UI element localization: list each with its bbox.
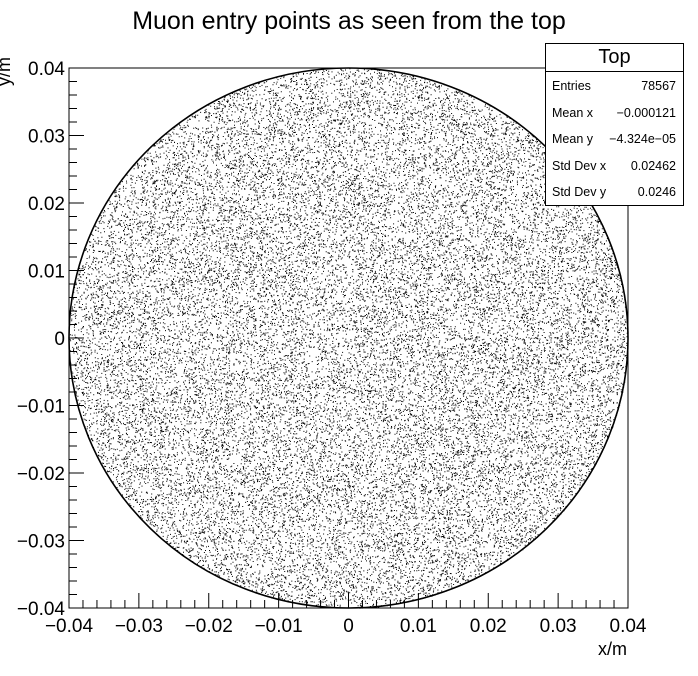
y-tick-label: 0.03 (28, 127, 65, 148)
x-tick-label: −0.03 (115, 616, 163, 637)
chart-title: Muon entry points as seen from the top (132, 7, 566, 35)
y-tick-label: −0.03 (17, 532, 65, 553)
y-axis-tick-labels: −0.04 −0.03 −0.02 −0.01 0 0.01 0.02 0.03 0.04 (17, 59, 66, 620)
x-tick-label: −0.01 (255, 616, 303, 637)
stats-value: 0.02462 (630, 158, 676, 173)
stats-label: Std Dev y (552, 185, 607, 199)
stats-box-title: Top (546, 44, 683, 72)
x-tick-label: 0.02 (470, 616, 507, 637)
stats-label: Mean x (552, 105, 593, 120)
x-tick-label: 0 (343, 616, 354, 637)
y-tick-label: −0.02 (17, 464, 65, 485)
x-tick-label: −0.04 (45, 616, 94, 637)
stats-row-mean-x: Mean x −0.000121 (546, 99, 683, 126)
stats-label: Mean y (552, 132, 593, 146)
stats-box: Top Entries 78567 Mean x −0.000121 Mean … (545, 43, 684, 206)
x-tick-label: −0.02 (185, 616, 233, 637)
y-axis-label: y/m (0, 57, 14, 86)
stats-row-stddev-y: Std Dev y 0.0246 (546, 178, 683, 205)
y-tick-label: 0 (54, 329, 65, 350)
x-axis-label: x/m (598, 639, 627, 659)
stats-row-mean-y: Mean y −4.324e−05 (546, 125, 683, 152)
stats-label: Std Dev x (552, 158, 607, 173)
x-axis-ticks (68, 593, 629, 608)
y-tick-label: −0.01 (17, 397, 65, 418)
y-tick-label: −0.04 (17, 599, 66, 620)
x-axis-tick-labels: −0.04 −0.03 −0.02 −0.01 0 0.01 0.02 0.03 0.04 (45, 616, 647, 637)
y-tick-label: 0.01 (28, 262, 65, 283)
x-tick-label: 0.03 (540, 616, 577, 637)
y-tick-label: 0.04 (28, 59, 65, 80)
y-tick-label: 0.02 (28, 194, 65, 215)
stats-label: Entries (552, 79, 591, 93)
scatter-points-path (69, 68, 629, 609)
x-tick-label: 0.01 (400, 616, 437, 637)
y-axis-ticks (69, 67, 84, 609)
stats-value: −0.000121 (616, 105, 676, 120)
stats-value: −4.324e−05 (609, 132, 676, 146)
stats-value: 78567 (641, 79, 676, 93)
stats-value: 0.0246 (637, 185, 676, 199)
stats-row-stddev-x: Std Dev x 0.02462 (546, 152, 683, 179)
stats-row-entries: Entries 78567 (546, 72, 683, 99)
x-tick-label: 0.04 (610, 616, 647, 637)
